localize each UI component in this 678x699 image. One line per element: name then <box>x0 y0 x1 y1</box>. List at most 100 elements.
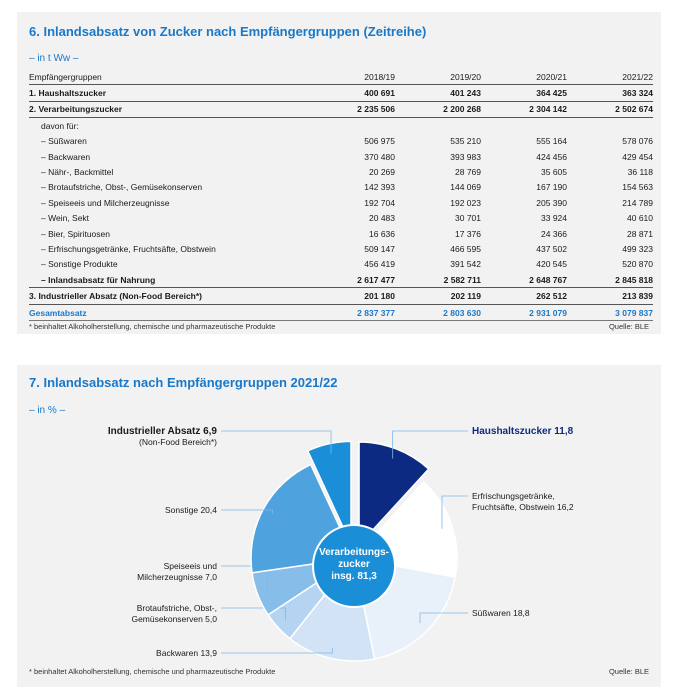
cell-value: 40 610 <box>627 213 653 224</box>
cell-value: 424 456 <box>536 151 567 162</box>
cell-value: 35 605 <box>541 167 567 178</box>
slice-label-line: Erfrischungsgetränke, <box>472 491 555 501</box>
cell-value: 2 200 268 <box>395 101 481 119</box>
slice-label-line: Backwaren 13,9 <box>156 648 217 658</box>
table-row: 2. Verarbeitungszucker 2 235 506 2 200 268… <box>29 101 653 119</box>
cell-value: 2 648 767 <box>481 272 567 289</box>
row-label: – Speiseeis und Milcherzeugnisse <box>41 197 170 208</box>
cell-value: 2 845 818 <box>567 272 653 289</box>
row-label: – Brotaufstriche, Obst-, Gemüsekonserven <box>41 182 203 193</box>
cell-value: 370 480 <box>364 151 395 162</box>
table-row: – Brotaufstriche, Obst-, Gemüsekonserven… <box>29 180 653 195</box>
slice-label-suess: Süßwaren 18,8 <box>472 608 530 619</box>
slice-label-line: Brotaufstriche, Obst-, <box>136 603 217 613</box>
center-label: zucker <box>338 559 370 570</box>
cell-value: 2 837 377 <box>309 304 395 322</box>
cell-value: 506 975 <box>364 136 395 147</box>
center-label: insg. 81,3 <box>331 571 377 582</box>
cell-value: 2 304 142 <box>481 101 567 119</box>
row-label: – Nähr-, Backmittel <box>41 167 114 178</box>
cell-value: 401 243 <box>395 84 481 102</box>
cell-value: 2 931 079 <box>481 304 567 322</box>
cell-value: 262 512 <box>481 287 567 305</box>
cell-value: 437 502 <box>536 243 567 254</box>
cell-value: 520 870 <box>622 259 653 270</box>
column-header-year: 2021/22 <box>567 69 653 86</box>
cell-value: 535 210 <box>450 136 481 147</box>
table-title: 6. Inlandsabsatz von Zucker nach Empfäng… <box>29 24 427 39</box>
cell-value: 456 419 <box>364 259 395 270</box>
table-row: 1. Haushaltszucker 400 691 401 243 364 425 3… <box>29 84 653 102</box>
leader-line-sonstige <box>221 509 273 514</box>
column-header-year: 2020/21 <box>481 69 567 86</box>
row-label: 2. Verarbeitungszucker <box>29 101 309 119</box>
slice-label-speiseeis: Speiseeis und Milcherzeugnisse 7,0 <box>137 561 217 583</box>
cell-value: 2 617 477 <box>309 272 395 289</box>
cell-value: 393 983 <box>450 151 481 162</box>
cell-value: 364 425 <box>481 84 567 102</box>
table-row: – Inlandsabsatz für Nahrung 2 617 477 2 58… <box>29 272 653 289</box>
table-row: – Süßwaren 506 975 535 210 555 164 578 076 <box>29 134 653 149</box>
cell-value <box>395 118 481 134</box>
pie-slice-industrie <box>306 440 352 545</box>
cell-value: 205 390 <box>536 197 567 208</box>
cell-value: 2 235 506 <box>309 101 395 119</box>
leader-line-haushalt <box>392 430 468 459</box>
pie-source: Quelle: BLE <box>608 667 649 676</box>
slice-label-back: Backwaren 13,9 <box>156 648 217 659</box>
slice-label-line: Süßwaren 18,8 <box>472 608 530 618</box>
cell-value: 555 164 <box>536 136 567 147</box>
cell-value <box>309 118 395 134</box>
table-row: davon für: <box>29 118 653 134</box>
table-header-row: Empfängergruppen 2018/19 2019/20 2020/21 202… <box>29 69 653 86</box>
column-header-year: 2018/19 <box>309 69 395 86</box>
center-circle <box>312 524 396 608</box>
table-row: 3. Industrieller Absatz (Non-Food Bereic… <box>29 287 653 305</box>
cell-value: 154 563 <box>622 182 653 193</box>
slice-label-line: Sonstige 20,4 <box>165 505 217 515</box>
table-row: Gesamtabsatz 2 837 377 2 803 630 2 931 079 3… <box>29 304 653 322</box>
row-label: – Backwaren <box>41 151 91 162</box>
cell-value: 201 180 <box>309 287 395 305</box>
cell-value: 578 076 <box>622 136 653 147</box>
column-header-group: Empfängergruppen <box>29 69 309 86</box>
cell-value: 202 119 <box>395 287 481 305</box>
row-label: – Wein, Sekt <box>41 213 90 224</box>
cell-value: 142 393 <box>364 182 395 193</box>
pie-panel: 7. Inlandsabsatz nach Empfängergruppen 2… <box>17 365 661 687</box>
table-row: – Backwaren 370 480 393 983 424 456 429 454 <box>29 149 653 164</box>
row-label: 1. Haushaltszucker <box>29 84 309 102</box>
cell-value: 2 502 674 <box>567 101 653 119</box>
slice-label-line: Haushaltszucker 11,8 <box>472 426 574 437</box>
row-label: – Inlandsabsatz für Nahrung <box>29 272 309 289</box>
table-row: – Speiseeis und Milcherzeugnisse 192 704 1… <box>29 195 653 210</box>
cell-value: 167 190 <box>536 182 567 193</box>
cell-value: 28 769 <box>455 167 481 178</box>
slice-label-industrie: Industrieller Absatz 6,9 (Non-Food Bereic… <box>108 426 217 448</box>
row-label: – Erfrischungsgetränke, Fruchtsäfte, Obs… <box>41 243 216 254</box>
pie-slice-haushalt <box>358 441 430 547</box>
table-row: – Nähr-, Backmittel 20 269 28 769 35 605 36 … <box>29 164 653 179</box>
leader-line-brot <box>221 607 287 621</box>
row-label: – Süßwaren <box>41 136 87 147</box>
slice-label-line: Milcherzeugnisse 7,0 <box>137 572 217 582</box>
cell-value: 2 582 711 <box>395 272 481 289</box>
cell-value: 3 079 837 <box>567 304 653 322</box>
slice-label-line: Industrieller Absatz 6,9 <box>107 426 217 437</box>
row-label: – Sonstige Produkte <box>41 259 118 270</box>
cell-value: 391 542 <box>450 259 481 270</box>
pie-title: 7. Inlandsabsatz nach Empfängergruppen 2… <box>29 375 338 390</box>
cell-value: 33 924 <box>541 213 567 224</box>
cell-value: 509 147 <box>364 243 395 254</box>
cell-value: 17 376 <box>455 228 481 239</box>
cell-value: 466 595 <box>450 243 481 254</box>
cell-value: 2 803 630 <box>395 304 481 322</box>
cell-value <box>481 118 567 134</box>
cell-value: 214 789 <box>622 197 653 208</box>
cell-value <box>567 118 653 134</box>
table-panel: 6. Inlandsabsatz von Zucker nach Empfäng… <box>17 12 661 334</box>
table-row: – Erfrischungsgetränke, Fruchtsäfte, Obs… <box>29 241 653 256</box>
table-row: – Wein, Sekt 20 483 30 701 33 924 40 610 <box>29 211 653 226</box>
cell-value: 499 323 <box>622 243 653 254</box>
slice-label-haushalt: Haushaltszucker 11,8 <box>472 426 573 437</box>
